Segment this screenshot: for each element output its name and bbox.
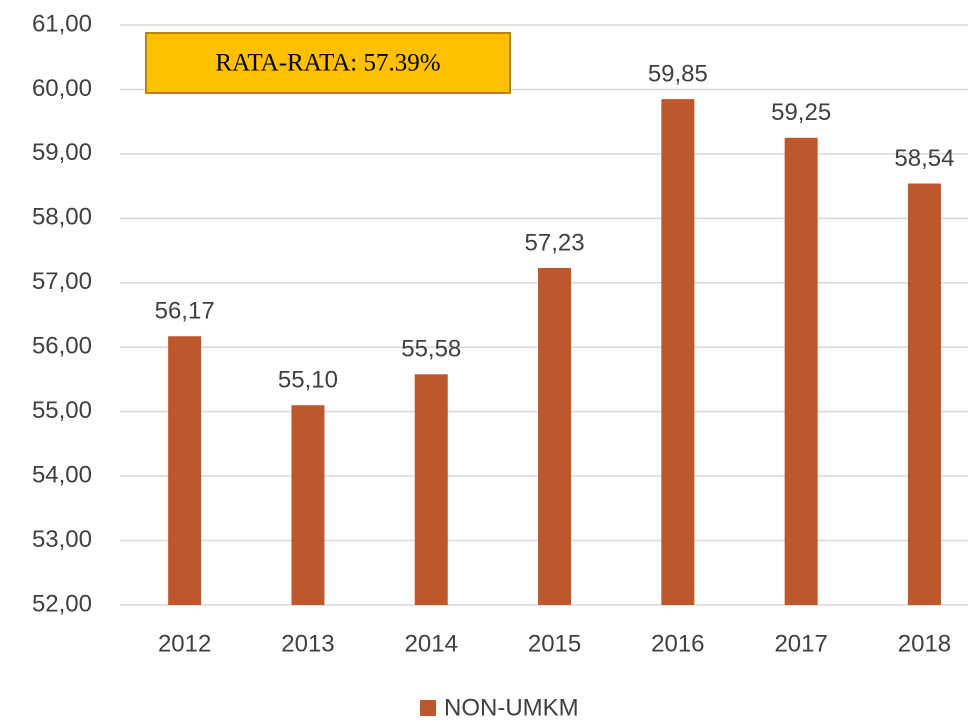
bar — [414, 374, 448, 605]
y-tick-label: 56,00 — [32, 333, 92, 360]
data-label: 56,17 — [155, 298, 215, 325]
data-label: 59,85 — [648, 60, 708, 87]
legend-label: NON-UMKM — [444, 694, 579, 720]
y-tick-label: 58,00 — [32, 204, 92, 231]
y-tick-label: 57,00 — [32, 268, 92, 295]
bar — [661, 99, 695, 605]
data-label: 57,23 — [525, 229, 585, 256]
y-tick-label: 52,00 — [32, 590, 92, 617]
legend-swatch — [420, 700, 436, 716]
y-tick-label: 53,00 — [32, 526, 92, 553]
y-tick-label: 55,00 — [32, 397, 92, 424]
y-tick-label: 54,00 — [32, 461, 92, 488]
x-tick-label: 2016 — [651, 630, 704, 657]
bar — [907, 183, 941, 606]
data-label: 59,25 — [771, 99, 831, 126]
x-tick-label: 2013 — [281, 630, 334, 657]
data-label: 55,10 — [278, 367, 338, 394]
x-tick-label: 2014 — [405, 630, 458, 657]
x-tick-label: 2017 — [774, 630, 827, 657]
y-tick-label: 59,00 — [32, 139, 92, 166]
y-tick-label: 61,00 — [32, 10, 92, 37]
x-tick-label: 2012 — [158, 630, 211, 657]
data-label: 55,58 — [401, 336, 461, 363]
bar — [538, 267, 572, 605]
x-tick-label: 2015 — [528, 630, 581, 657]
x-tick-label: 2018 — [898, 630, 951, 657]
bar — [784, 137, 818, 605]
data-label: 58,54 — [894, 145, 954, 172]
bar — [168, 336, 202, 605]
annotation-box — [145, 32, 511, 94]
bar — [291, 405, 325, 605]
annotation: RATA-RATA: 57.39% — [215, 50, 440, 77]
y-tick-label: 60,00 — [32, 75, 92, 102]
